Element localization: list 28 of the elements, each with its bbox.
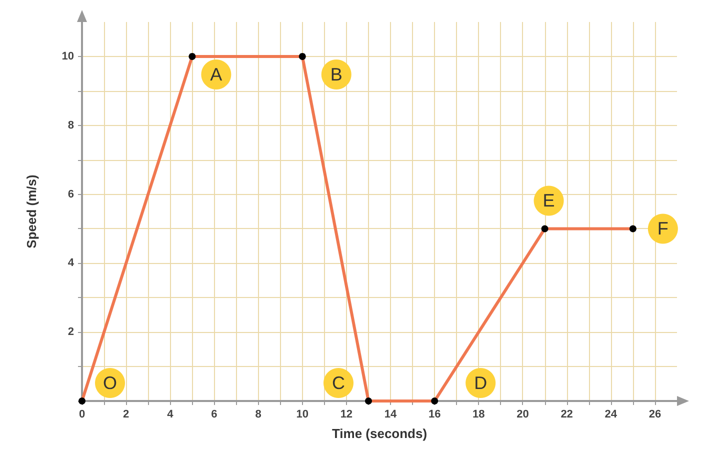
annotation: A	[210, 64, 222, 84]
x-tick-label: 14	[384, 408, 398, 420]
annotation: D	[474, 373, 488, 393]
annotation: O	[102, 373, 118, 393]
x-axis-title: Time (seconds)	[332, 426, 428, 441]
x-tick-label: 0	[78, 408, 86, 420]
annotation: B	[330, 64, 342, 84]
x-tick-label: 18	[472, 408, 485, 420]
x-tick-label: 20	[516, 408, 529, 420]
x-tick-label: 24	[604, 408, 618, 420]
x-tick-label: 26	[648, 408, 662, 420]
x-tick-label: 16	[428, 408, 441, 420]
y-tick-label: 2	[68, 326, 74, 338]
x-tick-label: 10	[296, 408, 308, 420]
y-tick-label: 8	[68, 119, 74, 132]
x-tick-label: 4	[167, 408, 174, 420]
x-tick-label: 6	[211, 408, 218, 420]
y-tick-label: 6	[68, 188, 74, 200]
annotation: E	[542, 190, 555, 211]
y-tick-label: 10	[62, 50, 74, 62]
x-tick-label: 2	[123, 408, 130, 420]
annotation: F	[657, 218, 668, 239]
x-tick-label: 8	[255, 408, 262, 420]
x-tick-label: 22	[560, 408, 573, 420]
y-tick-label: 4	[68, 257, 75, 270]
x-tick-label: 12	[340, 408, 353, 420]
annotation: C	[332, 373, 345, 393]
y-axis-title: Speed (m/s)	[24, 174, 39, 248]
